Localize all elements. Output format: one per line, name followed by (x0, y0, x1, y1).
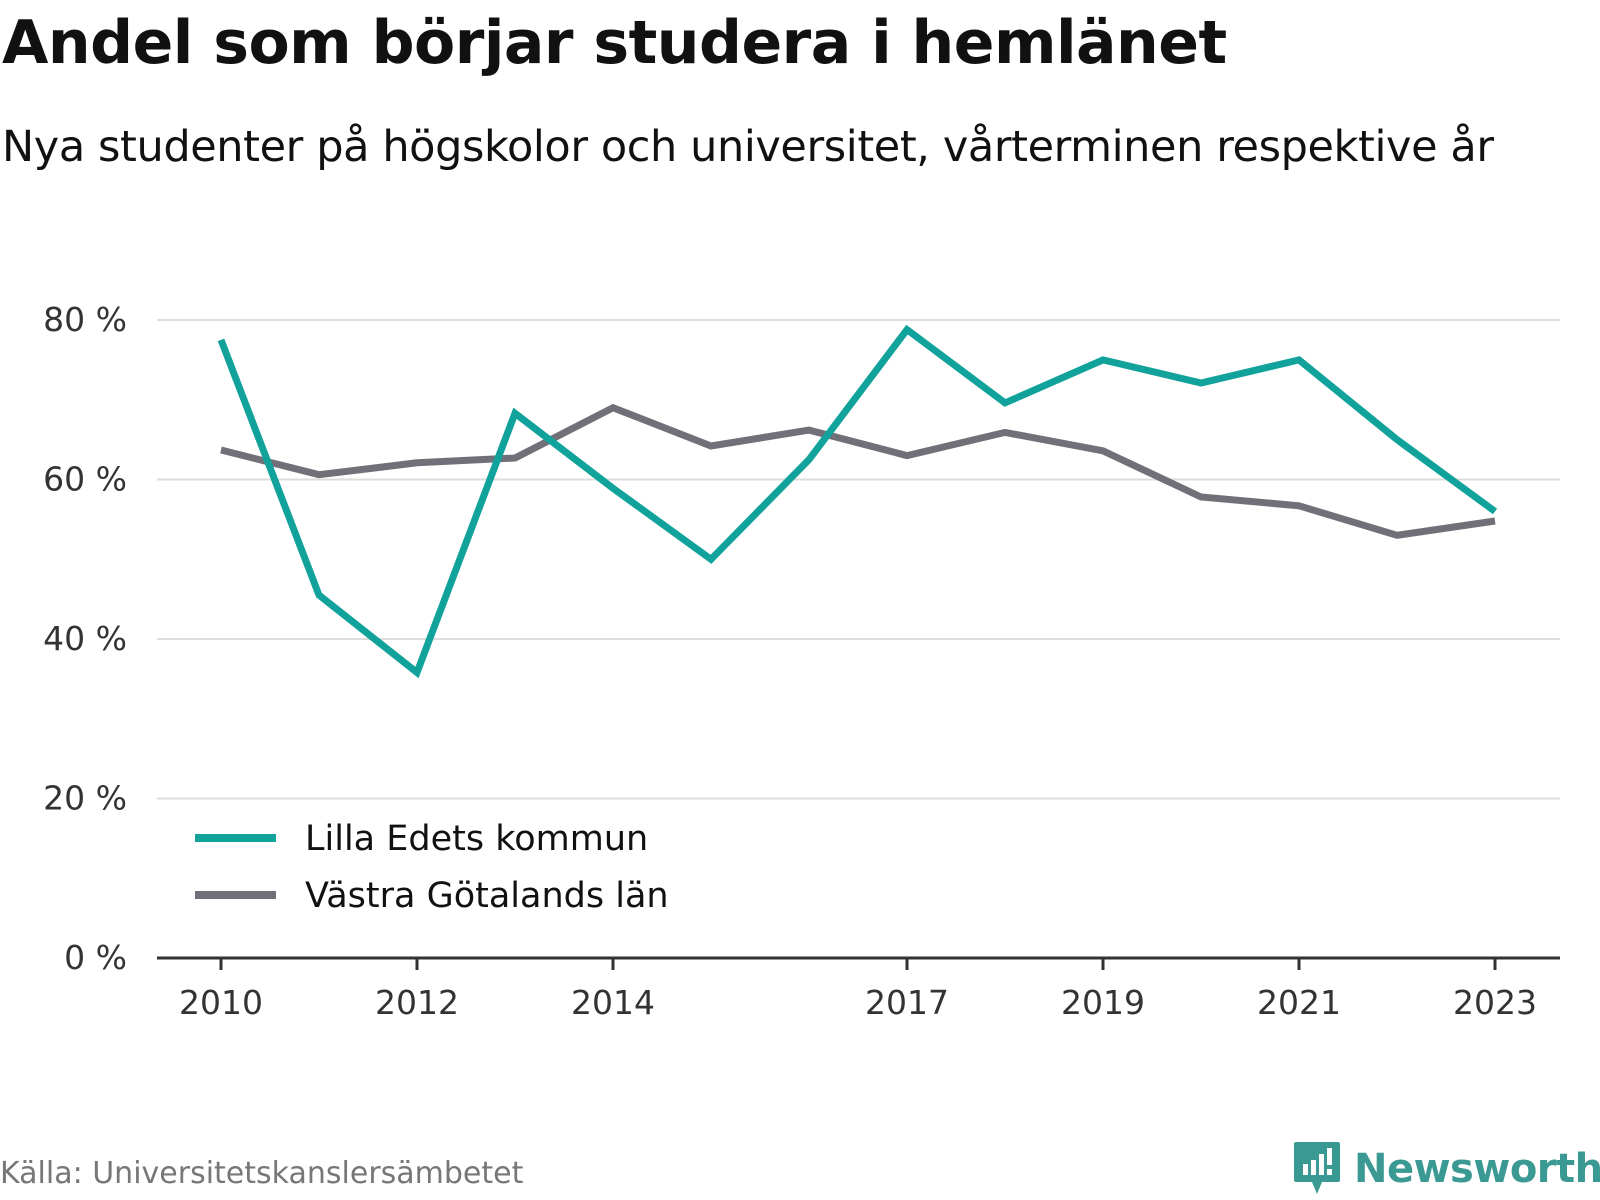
y-tick-label: 60 % (43, 460, 127, 499)
series-lines (217, 324, 1498, 679)
newsworthy-logo-icon (1294, 1142, 1340, 1194)
chart-subtitle: Nya studenter på högskolor och universit… (2, 122, 1494, 172)
x-tick-label: 2023 (1453, 983, 1537, 1022)
legend: Lilla Edets kommun Västra Götalands län (195, 819, 669, 916)
x-tick-label: 2012 (375, 983, 459, 1022)
gridlines (157, 319, 1560, 800)
y-tick-label: 80 % (43, 300, 127, 339)
y-tick-label: 40 % (43, 619, 127, 658)
x-tick-label: 2021 (1257, 983, 1341, 1022)
source-note: Källa: Universitetskanslersämbetet (0, 1156, 524, 1191)
series-line (220, 403, 1496, 539)
legend-label: Västra Götalands län (305, 876, 669, 916)
chart-title: Andel som börjar studera i hemlänet (2, 8, 1227, 78)
x-tick-label: 2010 (179, 983, 263, 1022)
series-line (217, 324, 1498, 679)
x-tick-label: 2017 (865, 983, 949, 1022)
brand-logo: Newsworthy (1292, 1140, 1600, 1198)
legend-label: Lilla Edets kommun (305, 819, 648, 859)
y-axis-ticks: 0 % 20 % 40 % 60 % 80 % (43, 300, 127, 977)
y-tick-label: 0 % (64, 938, 127, 977)
x-tick-label: 2019 (1061, 983, 1145, 1022)
y-tick-label: 20 % (43, 779, 127, 818)
brand-name: Newsworthy (1354, 1146, 1600, 1192)
x-axis: 2010 2012 2014 2017 2019 2021 2023 (157, 956, 1560, 1022)
x-tick-label: 2014 (571, 983, 655, 1022)
line-chart: 0 % 20 % 40 % 60 % 80 % 2010 2012 2014 2017 2019… (43, 300, 1560, 1022)
